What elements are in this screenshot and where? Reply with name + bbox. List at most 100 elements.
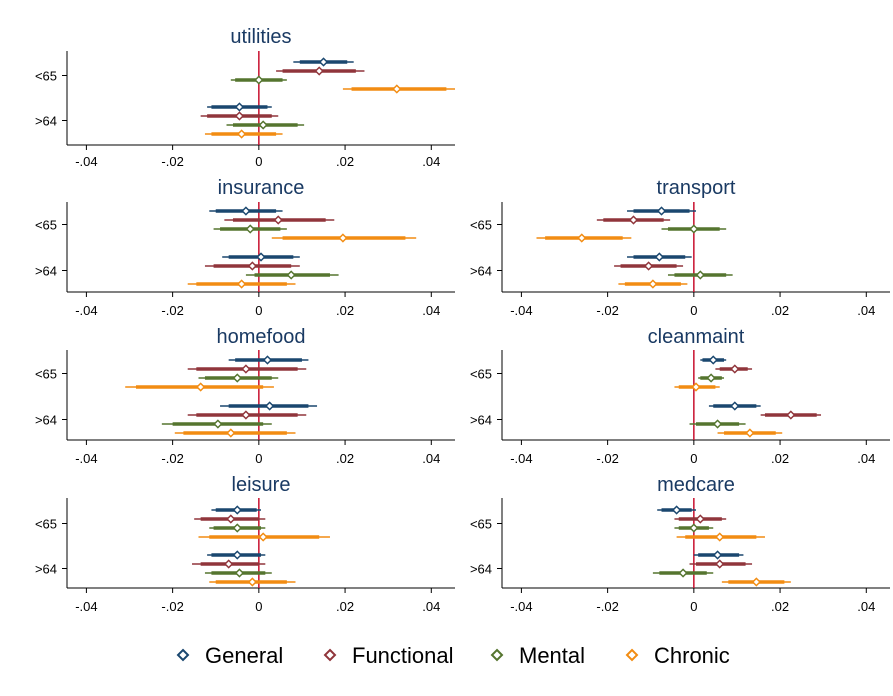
panel-title-leisure: leisure (232, 474, 291, 496)
panel-title-transport: transport (657, 177, 736, 199)
point-estimate-general (262, 355, 273, 365)
panel-title-homefood: homefood (217, 326, 306, 348)
point-estimate-chronic (226, 428, 236, 438)
legend-label-general: General (205, 643, 283, 668)
point-estimate-mental (286, 270, 296, 280)
x-tick-label: -.04 (510, 303, 532, 318)
point-estimate-functional (273, 215, 283, 225)
x-tick-label: 0 (255, 599, 262, 614)
x-tick-label: .02 (771, 451, 789, 466)
x-tick-label: .04 (422, 451, 440, 466)
legend-marker-chronic (625, 648, 639, 662)
point-estimate-mental (678, 568, 688, 578)
point-estimate-functional (715, 559, 725, 569)
point-estimate-general (264, 401, 275, 411)
point-estimate-chronic (392, 84, 402, 94)
point-estimate-chronic (751, 577, 762, 587)
x-tick-label: -.02 (161, 599, 183, 614)
x-tick-label: -.04 (75, 451, 97, 466)
point-estimate-functional (247, 261, 258, 271)
category-label: <65 (470, 218, 492, 233)
point-estimate-chronic (691, 382, 701, 392)
category-label: <65 (470, 367, 492, 382)
panel-title-medcare: medcare (657, 474, 735, 496)
x-tick-label: 0 (255, 303, 262, 318)
x-tick-label: -.02 (161, 451, 183, 466)
category-label: >64 (35, 114, 57, 129)
category-label: <65 (470, 517, 492, 532)
legend-marker-general (176, 648, 190, 662)
category-label: <65 (35, 367, 57, 382)
panel-title-utilities: utilities (230, 26, 291, 48)
point-estimate-general (241, 206, 251, 216)
point-estimate-chronic (258, 532, 268, 542)
x-tick-label: .04 (422, 154, 440, 169)
point-estimate-mental (232, 523, 242, 533)
point-estimate-chronic (195, 382, 206, 392)
point-estimate-chronic (338, 233, 348, 243)
point-estimate-chronic (577, 233, 587, 243)
x-tick-label: .04 (857, 303, 875, 318)
category-label: >64 (35, 264, 57, 279)
legend-marker-mental (490, 648, 504, 662)
point-estimate-mental (245, 224, 255, 234)
x-tick-label: -.02 (596, 303, 618, 318)
point-estimate-mental (234, 568, 245, 578)
x-tick-label: .04 (422, 303, 440, 318)
point-estimate-functional (241, 364, 251, 374)
legend-label-functional: Functional (352, 643, 454, 668)
x-tick-label: 0 (690, 303, 697, 318)
x-tick-label: .02 (336, 303, 354, 318)
x-tick-label: 0 (255, 154, 262, 169)
point-estimate-general (234, 102, 245, 112)
point-estimate-functional (241, 410, 251, 420)
x-tick-label: -.04 (510, 451, 532, 466)
legend-label-mental: Mental (519, 643, 585, 668)
x-tick-label: -.02 (161, 303, 183, 318)
x-tick-label: -.04 (75, 154, 97, 169)
point-estimate-mental (689, 224, 699, 234)
point-estimate-functional (695, 514, 705, 524)
point-estimate-chronic (236, 279, 247, 289)
point-estimate-mental (232, 373, 242, 383)
point-estimate-functional (234, 111, 245, 121)
point-estimate-chronic (247, 577, 258, 587)
point-estimate-mental (695, 270, 705, 280)
x-tick-label: -.02 (596, 451, 618, 466)
category-label: >64 (35, 562, 57, 577)
category-label: >64 (35, 413, 57, 428)
x-tick-label: -.04 (75, 303, 97, 318)
point-estimate-functional (628, 215, 639, 225)
point-estimate-general (232, 550, 242, 560)
point-estimate-general (712, 550, 723, 560)
x-tick-label: -.02 (161, 154, 183, 169)
x-tick-label: -.04 (75, 599, 97, 614)
point-estimate-general (232, 505, 242, 515)
category-label: <65 (35, 218, 57, 233)
point-estimate-functional (224, 559, 234, 569)
x-tick-label: 0 (255, 451, 262, 466)
point-estimate-mental (706, 373, 716, 383)
legend-marker-functional (323, 648, 337, 662)
legend-label-chronic: Chronic (654, 643, 730, 668)
point-estimate-general (318, 57, 329, 67)
point-estimate-functional (226, 514, 236, 524)
point-estimate-chronic (648, 279, 658, 289)
point-estimate-functional (643, 261, 654, 271)
x-tick-label: -.04 (510, 599, 532, 614)
point-estimate-mental (213, 419, 223, 429)
x-tick-label: .04 (857, 451, 875, 466)
point-estimate-general (256, 252, 266, 262)
panel-title-insurance: insurance (218, 177, 305, 199)
panel-title-cleanmaint: cleanmaint (648, 326, 745, 348)
x-tick-label: .02 (771, 599, 789, 614)
point-estimate-chronic (236, 129, 247, 139)
x-tick-label: 0 (690, 599, 697, 614)
point-estimate-general (656, 206, 667, 216)
x-tick-label: .02 (771, 303, 789, 318)
point-estimate-functional (314, 66, 324, 76)
point-estimate-general (730, 401, 740, 411)
category-label: >64 (470, 413, 492, 428)
